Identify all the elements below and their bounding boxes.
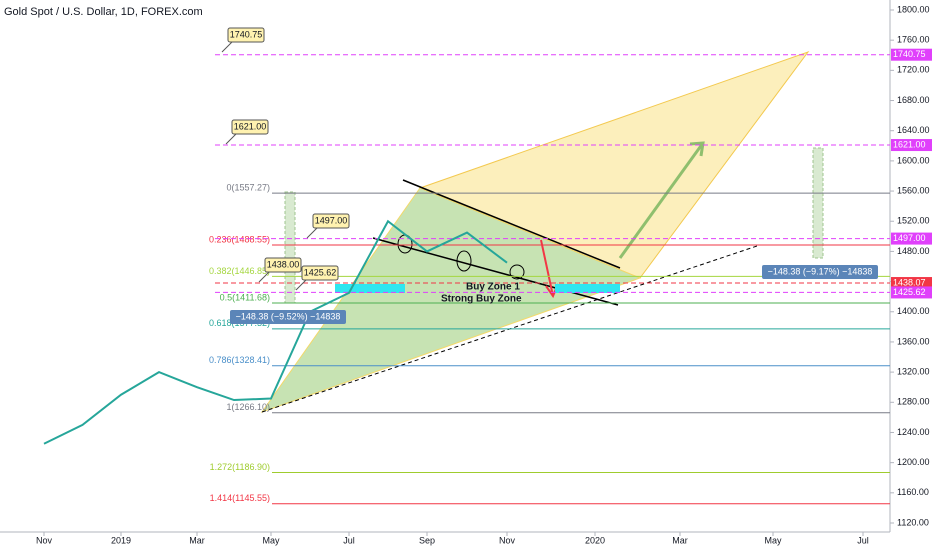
y-tick-label: 1680.00 bbox=[897, 95, 930, 105]
y-tick-label: 1600.00 bbox=[897, 155, 930, 165]
x-tick-label: Sep bbox=[419, 535, 435, 545]
y-tick-label: 1120.00 bbox=[897, 517, 929, 527]
y-tick-label: 1280.00 bbox=[897, 397, 930, 407]
y-tick-label: 1240.00 bbox=[897, 427, 930, 437]
measure-bar bbox=[284, 191, 296, 304]
callout-label: 1621.00 bbox=[234, 121, 267, 131]
callout-leader bbox=[258, 271, 270, 283]
wedge-top bbox=[402, 179, 621, 269]
x-tick-label: May bbox=[764, 535, 782, 545]
x-tick-label: Jul bbox=[343, 535, 355, 545]
callout-leader bbox=[306, 227, 318, 239]
y-tick-label: 1560.00 bbox=[897, 185, 930, 195]
zone-label: Strong Buy Zone bbox=[441, 294, 522, 305]
drawings bbox=[260, 50, 824, 413]
x-tick-label: Mar bbox=[189, 535, 205, 545]
price-tag bbox=[891, 139, 932, 152]
price-line bbox=[43, 219, 508, 445]
y-tick-label: 1200.00 bbox=[897, 457, 930, 467]
price-tag bbox=[891, 277, 932, 290]
circle-mark bbox=[456, 250, 472, 272]
price-tag bbox=[891, 48, 932, 61]
fib-label: 0.786(1328.41) bbox=[209, 355, 270, 365]
y-tick-label: 1360.00 bbox=[897, 336, 930, 346]
callout-box bbox=[264, 257, 302, 273]
measure-box bbox=[762, 265, 878, 279]
price-tag-label: 1621.00 bbox=[893, 139, 926, 149]
callout-box bbox=[227, 27, 265, 43]
x-tick-label: Nov bbox=[499, 535, 516, 545]
measure-label: −148.38 (−9.17%) −14838 bbox=[768, 266, 873, 276]
callout-label: 1740.75 bbox=[230, 29, 263, 39]
y-tick-label: 1760.00 bbox=[897, 35, 930, 45]
fib-label: 1.414(1145.55) bbox=[210, 493, 270, 503]
callout-box bbox=[312, 213, 350, 229]
circle-mark bbox=[509, 264, 525, 280]
fib-label: 0(1557.27) bbox=[226, 182, 270, 192]
fib-label: 1(1266.10) bbox=[226, 402, 270, 412]
chart-title: Gold Spot / U.S. Dollar, 1D, FOREX.com bbox=[4, 6, 203, 18]
green-triangle bbox=[260, 187, 642, 413]
green-arrow-head bbox=[689, 141, 705, 157]
callout-label: 1438.00 bbox=[267, 259, 300, 269]
y-tick-label: 1480.00 bbox=[897, 246, 930, 256]
fib-label: 0.236(1488.55) bbox=[209, 234, 270, 244]
y-tick-label: 1720.00 bbox=[897, 65, 930, 75]
red-arrow bbox=[540, 239, 554, 297]
wedge-bottom bbox=[372, 237, 619, 306]
buy-box bbox=[555, 284, 620, 293]
y-tick-label: 1640.00 bbox=[897, 125, 930, 135]
x-tick-label: Mar bbox=[672, 535, 688, 545]
price-tag-label: 1740.75 bbox=[893, 49, 926, 59]
callout-label: 1425.62 bbox=[304, 267, 337, 277]
x-tick-label: 2020 bbox=[585, 535, 605, 545]
fib-label: 0.5(1411.68) bbox=[220, 292, 270, 302]
price-tag-label: 1497.00 bbox=[893, 233, 926, 243]
x-tick-label: May bbox=[262, 535, 280, 545]
callout-box bbox=[301, 265, 339, 281]
y-tick-label: 1320.00 bbox=[897, 366, 930, 376]
buy-box bbox=[335, 284, 405, 293]
callout-box bbox=[231, 119, 269, 135]
y-tick-label: 1160.00 bbox=[897, 487, 929, 497]
x-tick-label: 2019 bbox=[111, 535, 131, 545]
y-tick-label: 1800.00 bbox=[897, 4, 930, 14]
callout-leader bbox=[221, 41, 233, 53]
measure-label: −148.38 (−9.52%) −14838 bbox=[236, 311, 341, 321]
zone-label: Buy Zone 1 bbox=[466, 282, 520, 293]
measure-bar bbox=[812, 147, 824, 259]
callout-label: 1497.00 bbox=[315, 215, 348, 225]
price-tag bbox=[891, 232, 932, 245]
x-tick-label: Jul bbox=[857, 535, 869, 545]
fib-label: 0.382(1446.85) bbox=[209, 266, 270, 276]
price-tag-label: 1425.62 bbox=[893, 287, 926, 297]
callout-leader bbox=[295, 279, 307, 291]
measure-box bbox=[230, 310, 346, 324]
x-tick-label: Nov bbox=[36, 535, 53, 545]
price-tag-label: 1438.07 bbox=[893, 277, 926, 287]
callout-leader bbox=[225, 133, 237, 145]
y-tick-label: 1520.00 bbox=[897, 216, 930, 226]
price-tag bbox=[891, 286, 932, 299]
fib-label: 1.272(1186.90) bbox=[210, 462, 270, 472]
y-tick-label: 1400.00 bbox=[897, 306, 930, 316]
